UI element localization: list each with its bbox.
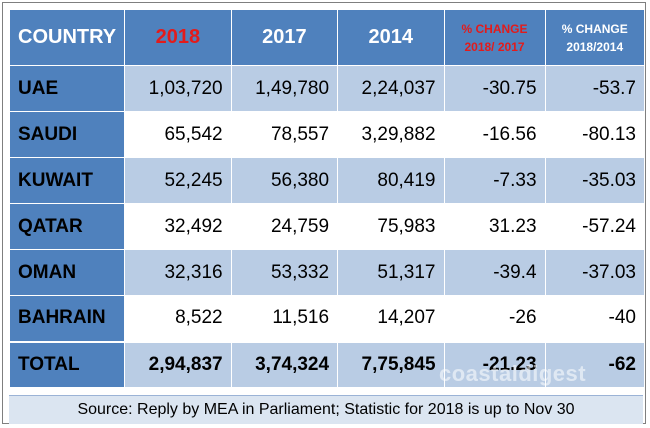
country-cell: KUWAIT [8, 157, 126, 204]
header-change-line1: % CHANGE [461, 21, 528, 36]
header-change-line1: % CHANGE [561, 21, 628, 36]
header-change-line2: 2018/ 2017 [464, 39, 525, 54]
value-2014: 75,983 [337, 203, 445, 250]
total-row: TOTAL 2,94,837 3,74,324 7,75,845 -21.23 … [8, 340, 646, 388]
value-2018: 1,03,720 [124, 65, 232, 112]
value-2014: 80,419 [337, 157, 445, 204]
value-2018: 8,522 [124, 295, 232, 342]
header-row: COUNTRY 2018 2017 2014 % CHANGE 2018/ 20… [8, 9, 646, 66]
value-2017: 78,557 [230, 111, 339, 158]
change-2018-2017: -7.33 [443, 157, 546, 204]
change-2018-2014: -40 [544, 295, 646, 342]
value-2014: 2,24,037 [337, 65, 445, 112]
value-2017: 1,49,780 [230, 65, 339, 112]
total-2014: 7,75,845 [337, 340, 445, 388]
total-change-2018-2014: -62 [544, 340, 646, 388]
table-row: KUWAIT 52,245 56,380 80,419 -7.33 -35.03 [8, 157, 646, 204]
value-2018: 52,245 [124, 157, 232, 204]
header-country: COUNTRY [8, 9, 126, 66]
change-2018-2017: -39.4 [443, 249, 546, 296]
data-table: COUNTRY 2018 2017 2014 % CHANGE 2018/ 20… [8, 9, 646, 388]
value-2017: 53,332 [230, 249, 339, 296]
header-2017: 2017 [230, 9, 339, 66]
total-2017: 3,74,324 [230, 340, 339, 388]
source-note: Source: Reply by MEA in Parliament; Stat… [9, 395, 643, 424]
change-2018-2017: 31.23 [443, 203, 546, 250]
header-2014: 2014 [337, 9, 445, 66]
country-cell: SAUDI [8, 111, 126, 158]
value-2017: 24,759 [230, 203, 339, 250]
table-row: BAHRAIN 8,522 11,516 14,207 -26 -40 [8, 295, 646, 342]
value-2018: 32,492 [124, 203, 232, 250]
table-row: SAUDI 65,542 78,557 3,29,882 -16.56 -80.… [8, 111, 646, 158]
change-2018-2014: -37.03 [544, 249, 646, 296]
change-2018-2017: -30.75 [443, 65, 546, 112]
country-cell: QATAR [8, 203, 126, 250]
table-row: UAE 1,03,720 1,49,780 2,24,037 -30.75 -5… [8, 65, 646, 112]
header-change-line2: 2018/2014 [566, 39, 624, 54]
value-2018: 32,316 [124, 249, 232, 296]
table-row: QATAR 32,492 24,759 75,983 31.23 -57.24 [8, 203, 646, 250]
value-2017: 11,516 [230, 295, 339, 342]
table-row: OMAN 32,316 53,332 51,317 -39.4 -37.03 [8, 249, 646, 296]
country-cell: BAHRAIN [8, 295, 126, 342]
country-cell: UAE [8, 65, 126, 112]
change-2018-2014: -57.24 [544, 203, 646, 250]
change-2018-2014: -35.03 [544, 157, 646, 204]
value-2014: 14,207 [337, 295, 445, 342]
total-change-2018-2017: -21.23 [443, 340, 546, 388]
total-2018: 2,94,837 [124, 340, 232, 388]
header-change-2018-2014: % CHANGE 2018/2014 [544, 9, 646, 66]
change-2018-2017: -16.56 [443, 111, 546, 158]
change-2018-2014: -53.7 [544, 65, 646, 112]
change-2018-2014: -80.13 [544, 111, 646, 158]
value-2014: 3,29,882 [337, 111, 445, 158]
value-2018: 65,542 [124, 111, 232, 158]
header-2018: 2018 [124, 9, 232, 66]
change-2018-2017: -26 [443, 295, 546, 342]
country-cell: OMAN [8, 249, 126, 296]
value-2014: 51,317 [337, 249, 445, 296]
header-change-2018-2017: % CHANGE 2018/ 2017 [443, 9, 546, 66]
table-frame: COUNTRY 2018 2017 2014 % CHANGE 2018/ 20… [2, 2, 646, 424]
total-label: TOTAL [8, 340, 126, 388]
value-2017: 56,380 [230, 157, 339, 204]
